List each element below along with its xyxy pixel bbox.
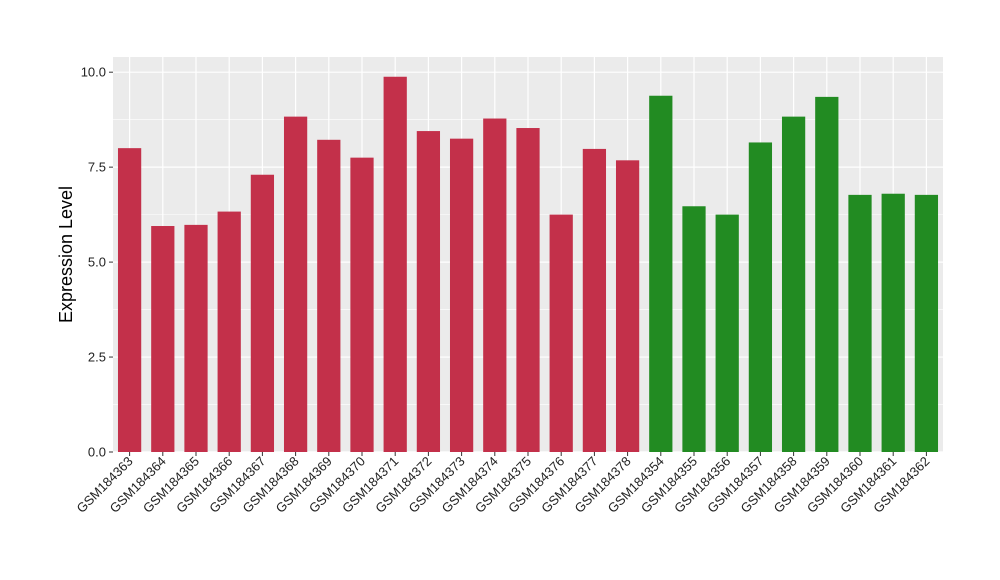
bar-GSM184365 (184, 224, 208, 452)
bar-GSM184372 (416, 131, 441, 452)
bar-GSM184354 (649, 95, 673, 452)
bar-GSM184370 (350, 157, 374, 452)
y-tick-label: 7.5 (88, 160, 106, 175)
bar-GSM184361 (881, 193, 905, 452)
y-axis-title: Expression Level (56, 186, 76, 323)
y-tick-label: 5.0 (88, 255, 106, 270)
y-tick-label: 2.5 (88, 350, 106, 365)
bar-GSM184362 (914, 194, 939, 453)
bar-GSM184369 (317, 139, 341, 452)
bar-GSM184363 (117, 148, 142, 452)
bar-GSM184371 (383, 76, 407, 452)
bar-GSM184375 (516, 128, 540, 452)
bar-GSM184377 (582, 148, 607, 453)
bar-GSM184357 (748, 142, 773, 452)
y-tick-label: 10.0 (81, 65, 106, 80)
bar-GSM184360 (848, 194, 872, 453)
bar-GSM184368 (283, 116, 308, 452)
bar-GSM184355 (682, 206, 706, 452)
bar-GSM184366 (217, 211, 241, 452)
bar-GSM184373 (449, 138, 474, 452)
bar-GSM184376 (549, 214, 573, 452)
bars (117, 76, 939, 453)
y-axis: 0.0 2.5 5.0 7.5 10.0 (81, 65, 113, 460)
bar-GSM184364 (151, 226, 175, 452)
bar-GSM184374 (483, 118, 507, 453)
bar-GSM184359 (815, 96, 839, 452)
bar-GSM184358 (781, 116, 806, 452)
x-axis: GSM184363GSM184364GSM184365GSM184366GSM1… (73, 452, 933, 516)
bar-GSM184378 (615, 160, 640, 453)
y-tick-label: 0.0 (88, 445, 106, 460)
bar-GSM184367 (250, 174, 275, 452)
bar-GSM184356 (715, 214, 739, 452)
